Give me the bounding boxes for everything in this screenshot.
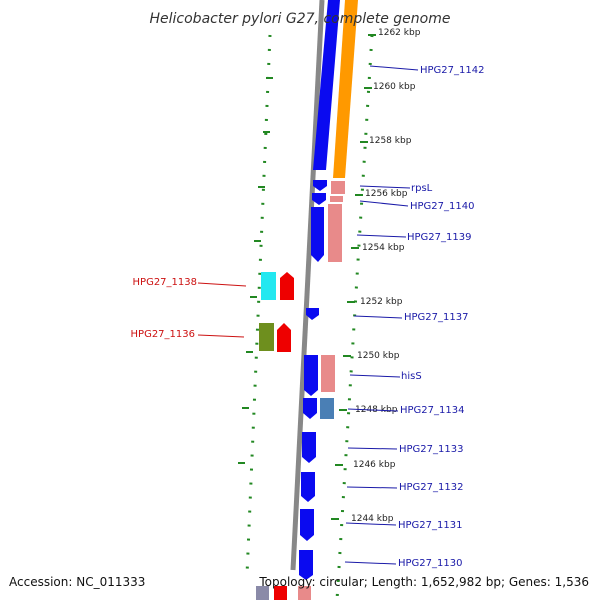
gene-label-hpg27-1142[interactable]: HPG27_1142 [420,65,484,76]
major-ticks [238,34,376,520]
map-title: Helicobacter pylori G27, complete genome [150,11,451,27]
footer-summary: Topology: circular; Length: 1,652,982 bp… [258,575,589,589]
cds-pink-1[interactable] [331,181,345,194]
gene-label-hpg27-1138[interactable]: HPG27_1138 [133,277,197,288]
cds-pink-hiss[interactable] [321,355,335,392]
tick-label-1256: 1256 kbp [365,189,408,199]
gene-label-hpg27-1132[interactable]: HPG27_1132 [399,482,463,493]
cds-forward-1134[interactable] [303,398,317,419]
tick-label-1260: 1260 kbp [373,82,416,92]
cds-pink-2[interactable] [330,196,343,202]
cds-forward-1139[interactable] [311,207,324,262]
backbone-line [290,0,325,571]
tick-label-1254: 1254 kbp [362,243,405,253]
cds-reverse-cyan[interactable] [261,272,276,300]
cds-steelblue-1134[interactable] [320,398,334,419]
tick-label-1246: 1246 kbp [353,460,396,470]
bottom-stub-red [274,586,287,600]
gene-label-hpg27-1139[interactable]: HPG27_1139 [407,232,471,243]
gene-label-hpg27-1134[interactable]: HPG27_1134 [400,405,464,416]
tick-label-1258: 1258 kbp [369,136,412,146]
tick-label-1262: 1262 kbp [378,28,421,38]
left-leader-lines [197,282,247,338]
gene-label-hpg27-1133[interactable]: HPG27_1133 [399,444,463,455]
bottom-stub-grey [256,586,269,600]
cds-forward-1131[interactable] [300,509,314,541]
tick-label-1252: 1252 kbp [360,297,403,307]
cds-forward-large[interactable] [313,0,340,170]
gene-label-hpg27-1131[interactable]: HPG27_1131 [398,520,462,531]
tick-label-1250: 1250 kbp [357,351,400,361]
cds-reverse-olive[interactable] [259,323,274,351]
gene-label-hpg27-1140[interactable]: HPG27_1140 [410,201,474,212]
gene-label-hpg27-1137[interactable]: HPG27_1137 [404,312,468,323]
cds-forward-1137[interactable] [306,308,319,320]
bottom-stub-pink [298,586,311,600]
cds-reverse-red-1136[interactable] [277,323,291,352]
cds-forward-1133[interactable] [302,432,316,463]
cds-pink-3[interactable] [328,204,342,262]
gene-label-hiss[interactable]: hisS [401,371,422,382]
cds-reverse-red-1138[interactable] [280,272,294,300]
footer-accession: Accession: NC_011333 [9,575,145,589]
gene-label-hpg27-1136[interactable]: HPG27_1136 [131,329,195,340]
gene-label-rpsl[interactable]: rpsL [411,183,433,194]
cds-forward-1140[interactable] [312,193,326,205]
tick-label-1244: 1244 kbp [351,514,394,524]
cds-forward-1130[interactable] [299,550,313,580]
gene-label-hpg27-1130[interactable]: HPG27_1130 [398,558,462,569]
right-leader-lines [344,65,419,565]
cds-forward-hiss[interactable] [304,355,318,396]
cds-forward-1132[interactable] [301,472,315,502]
cds-forward-rpsl[interactable] [313,180,327,191]
cds-forward-orange[interactable] [333,0,358,178]
